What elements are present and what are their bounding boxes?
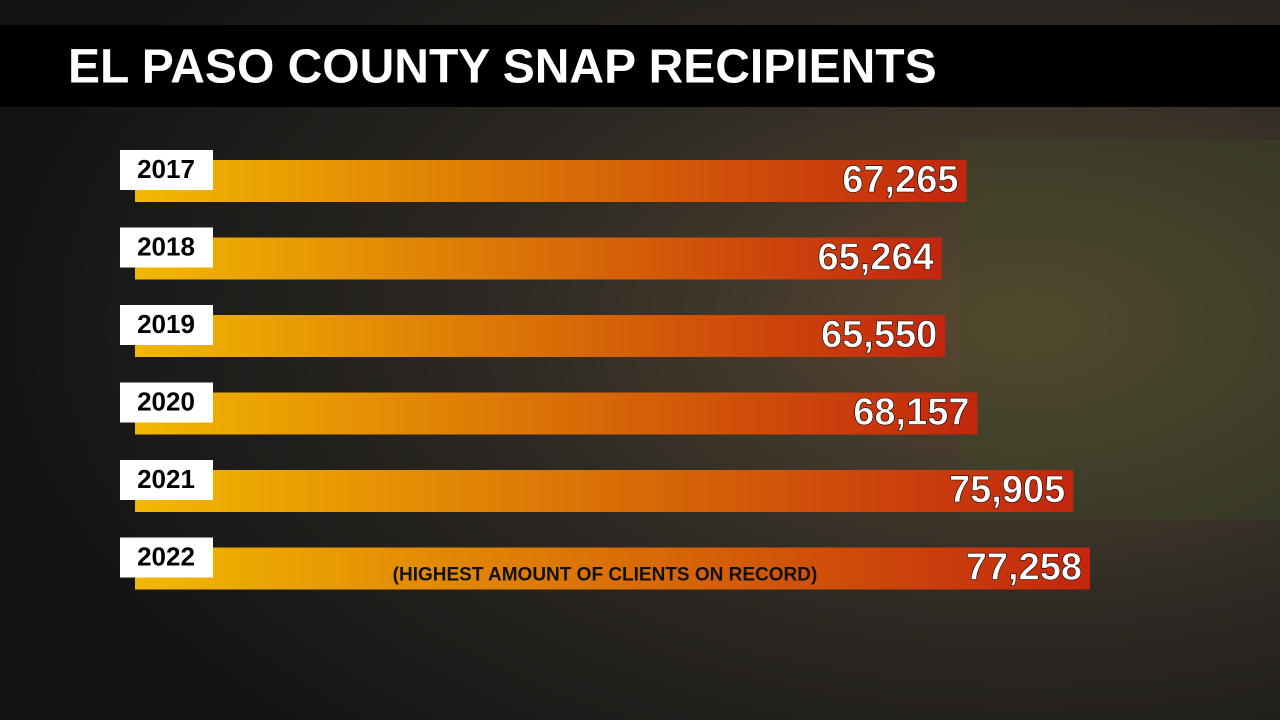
- value-label: 68,157: [853, 392, 969, 434]
- category-label-box: [120, 537, 213, 578]
- chart-title: EL PASO COUNTY SNAP RECIPIENTS: [68, 41, 937, 94]
- title-bar: [0, 25, 1280, 107]
- category-label-box: [120, 227, 213, 268]
- value-label: 77,258: [966, 547, 1082, 589]
- value-label: 75,905: [949, 469, 1065, 511]
- category-label: 2019: [137, 309, 195, 339]
- bar: [135, 315, 946, 357]
- value-label: 65,550: [821, 314, 937, 356]
- value-label: 65,264: [818, 237, 934, 279]
- background-produce: [960, 140, 1280, 520]
- bar: [135, 160, 967, 202]
- bar: [135, 237, 942, 280]
- value-label: 67,265: [842, 159, 958, 201]
- bar: [135, 547, 1090, 590]
- bar: [135, 470, 1074, 512]
- category-label: 2022: [137, 541, 195, 571]
- category-label-box: [120, 150, 213, 190]
- category-label: 2017: [137, 154, 195, 184]
- category-label-box: [120, 305, 213, 345]
- category-label: 2021: [137, 464, 195, 494]
- category-label-box: [120, 460, 213, 500]
- annotation: (HIGHEST AMOUNT OF CLIENTS ON RECORD): [393, 565, 818, 586]
- category-label-box: [120, 382, 213, 423]
- category-label: 2020: [137, 386, 195, 416]
- category-label: 2018: [137, 231, 195, 261]
- bar: [135, 392, 978, 435]
